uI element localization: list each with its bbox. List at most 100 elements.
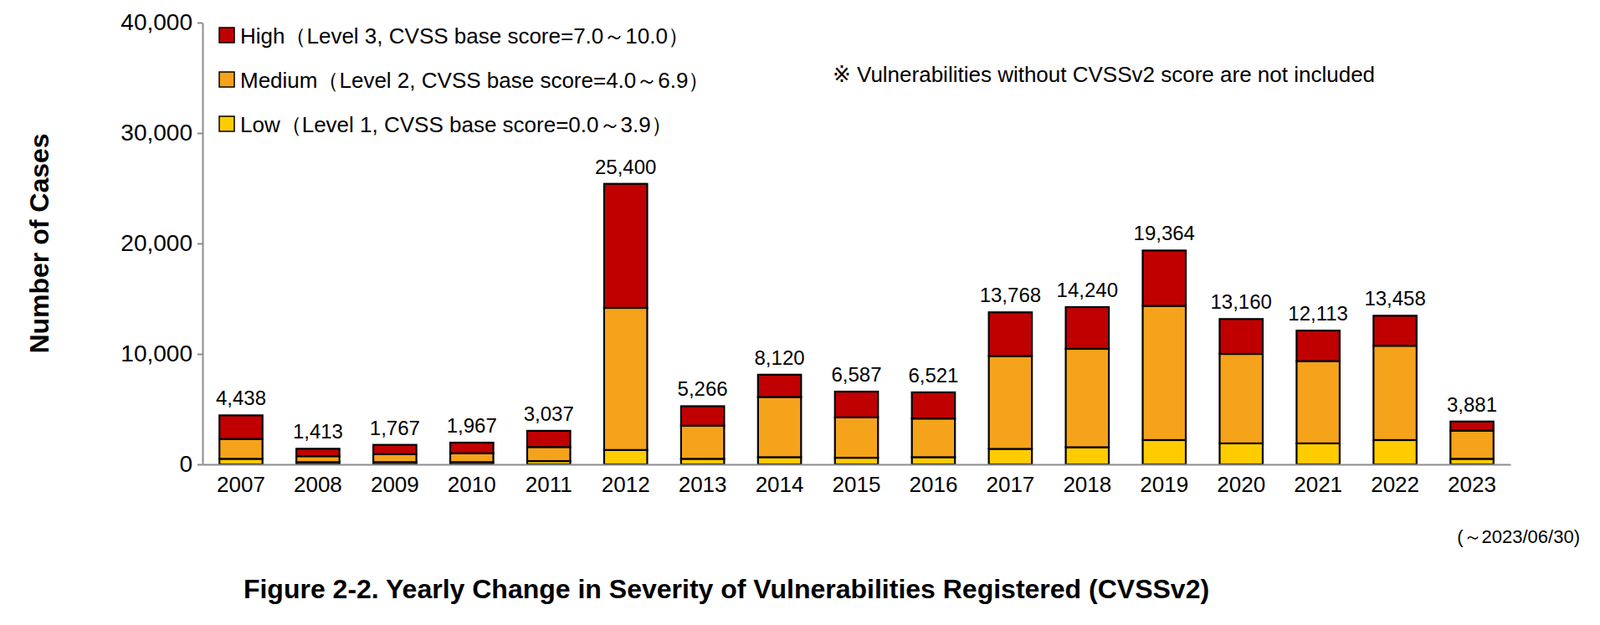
bars — [219, 184, 1494, 465]
total-label: 3,037 — [523, 402, 575, 426]
total-label: 14,240 — [1056, 278, 1118, 302]
x-tick-label: 2013 — [678, 471, 728, 498]
bar-segment — [1296, 330, 1339, 361]
total-label: 1,967 — [446, 414, 498, 437]
x-tick: 2008 — [293, 464, 343, 498]
total-label: 8,120 — [754, 346, 806, 370]
bar-segment — [1296, 443, 1339, 465]
x-tick: 2021 — [1293, 464, 1343, 498]
y-tick-label: 0 — [179, 451, 193, 477]
y-tick: 10,000 — [120, 340, 203, 367]
total-label: 13,160 — [1210, 290, 1272, 313]
x-tick: 2020 — [1216, 464, 1266, 498]
bar-segment — [527, 446, 570, 462]
y-tick-mark — [197, 133, 203, 135]
y-tick-label: 20,000 — [120, 230, 193, 257]
bar-segment — [835, 417, 878, 458]
y-tick: 20,000 — [120, 230, 203, 257]
title: Figure 2-2. Yearly Change in Severity of… — [243, 574, 1210, 605]
bar-segment — [1143, 250, 1186, 306]
x-tick-label: 2016 — [909, 471, 959, 498]
bar-segment — [835, 391, 878, 418]
bar-segment — [912, 418, 955, 457]
note: ※ Vulnerabilities without CVSSv2 score a… — [832, 61, 1375, 88]
x-axis: 2007 2008 2009 2010 2011 2012 2013 2014 2015 2016… — [203, 464, 1512, 498]
bar-segment — [912, 456, 955, 465]
bar-segment — [450, 442, 493, 454]
y-axis: 0 10,000 20,000 30,000 40,000 — [120, 9, 203, 477]
x-tick-label: 2010 — [447, 471, 497, 498]
x-tick: 2016 — [909, 464, 959, 498]
x-axis-line — [203, 464, 1512, 467]
legend-swatch — [219, 116, 235, 132]
bar-segment — [604, 450, 647, 465]
bar-segment — [296, 448, 339, 457]
y-tick: 0 — [179, 451, 203, 477]
bar-segment — [989, 449, 1032, 465]
bar-segment — [1219, 353, 1262, 444]
x-tick-label: 2023 — [1447, 471, 1497, 498]
bar-segment — [912, 392, 955, 419]
bar-segment — [1450, 421, 1493, 431]
bar-segment — [1143, 440, 1186, 465]
total-label: 1,413 — [292, 420, 344, 443]
bar-segment — [219, 415, 262, 439]
x-annotation: (～2023/06/30) — [1456, 526, 1580, 548]
y-tick: 30,000 — [120, 119, 203, 146]
legend: High（Level 3, CVSS base score=7.0～10.0） M… — [219, 23, 710, 138]
x-tick: 2015 — [832, 464, 882, 498]
y-tick-mark — [197, 243, 203, 246]
bar-segment — [1373, 315, 1416, 346]
bar-segment — [1143, 306, 1186, 441]
total-label: 25,400 — [594, 155, 657, 179]
total-label: 6,587 — [830, 363, 882, 386]
x-tick: 2022 — [1370, 464, 1420, 498]
bar-segment — [989, 356, 1032, 450]
x-tick: 2007 — [216, 464, 266, 498]
bar-segment — [1066, 307, 1109, 349]
bar-segment — [1450, 430, 1493, 460]
bar-segment — [1219, 443, 1262, 465]
bar-segment — [1373, 440, 1416, 465]
total-label: 5,266 — [677, 377, 729, 400]
x-tick-label: 2020 — [1216, 471, 1266, 498]
bar-segment — [219, 439, 262, 460]
x-tick: 2011 — [525, 464, 573, 498]
bar-segment — [758, 396, 801, 457]
total-label: 13,458 — [1364, 287, 1426, 310]
x-tick-label: 2014 — [755, 471, 805, 498]
bar-segment — [1066, 447, 1109, 465]
total-label: 13,768 — [979, 283, 1042, 307]
bar-segment — [373, 445, 416, 455]
x-tick-label: 2011 — [525, 471, 573, 498]
x-tick: 2009 — [370, 464, 420, 498]
total-label: 12,113 — [1287, 302, 1349, 325]
x-tick: 2012 — [601, 464, 651, 498]
x-tick-label: 2019 — [1139, 471, 1189, 498]
x-tick-label: 2022 — [1370, 471, 1420, 498]
y-tick-mark — [197, 353, 203, 356]
total-label: 19,364 — [1133, 221, 1195, 245]
bar-segment — [1066, 348, 1109, 448]
x-tick-label: 2008 — [293, 471, 343, 498]
chart: 0 10,000 20,000 30,000 40,000 2007 2008 2009 201… — [0, 0, 1600, 625]
y-tick-label: 10,000 — [120, 340, 193, 367]
bar-segment — [1373, 345, 1416, 441]
legend-label: Medium（Level 2, CVSS base score=4.0～6.9） — [240, 67, 710, 93]
x-tick-label: 2007 — [216, 471, 266, 498]
x-tick: 2013 — [678, 464, 728, 498]
legend-label: High（Level 3, CVSS base score=7.0～10.0） — [240, 23, 690, 49]
y-tick: 40,000 — [120, 9, 203, 36]
y-tick-mark — [197, 22, 203, 25]
y-tick-label: 40,000 — [120, 9, 193, 36]
bar-segment — [450, 453, 493, 463]
x-tick-label: 2012 — [601, 471, 651, 498]
y-tick-mark — [197, 464, 203, 467]
legend-swatch — [219, 27, 235, 43]
x-tick-label: 2017 — [985, 471, 1035, 498]
x-tick: 2018 — [1062, 464, 1112, 498]
legend-label: Low（Level 1, CVSS base score=0.0～3.9） — [240, 112, 673, 138]
x-tick: 2017 — [985, 464, 1035, 498]
x-tick-label: 2009 — [370, 471, 420, 498]
x-tick: 2023 — [1447, 464, 1497, 498]
